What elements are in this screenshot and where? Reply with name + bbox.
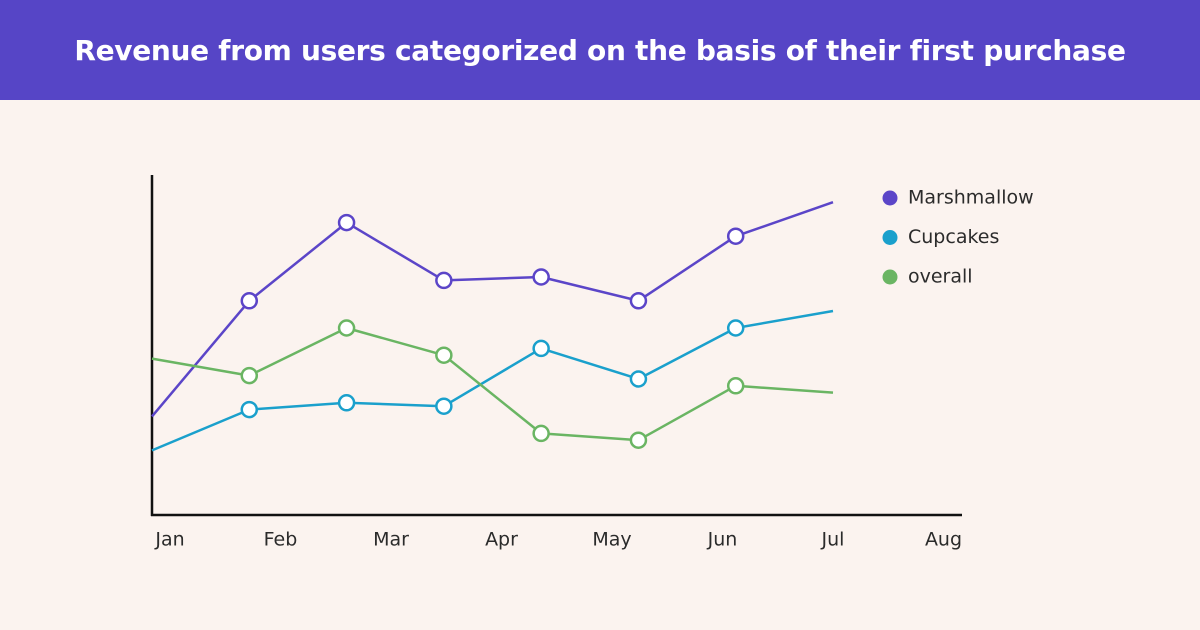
legend-swatch: [882, 230, 898, 245]
point-marker: [435, 271, 453, 290]
point-marker: [726, 227, 745, 245]
x-tick-label: Jan: [154, 529, 184, 551]
point-marker: [240, 366, 259, 385]
point-marker: [532, 268, 550, 286]
legend-swatch: [882, 269, 898, 285]
x-tick-label: Jun: [707, 529, 738, 551]
point-marker: [337, 213, 356, 232]
point-marker: [337, 319, 356, 337]
point-marker: [726, 319, 745, 337]
point-marker: [435, 346, 453, 364]
chart-title: Revenue from users categorized on the ba…: [74, 33, 1126, 67]
series-line: [151, 201, 834, 418]
point-marker: [532, 339, 550, 358]
point-marker: [337, 394, 356, 412]
legend-label: Cupcakes: [908, 226, 999, 248]
legend-swatch: [882, 190, 898, 206]
x-tick-label: Aug: [925, 529, 962, 551]
legend-label: overall: [908, 266, 973, 288]
point-marker: [240, 292, 259, 310]
chart: Jan Feb Mar Apr May Jun Jul Aug Marshmallow Cupca…: [150, 175, 1034, 551]
x-tick-label: Apr: [485, 529, 518, 551]
point-marker: [726, 377, 745, 395]
point-marker: [532, 424, 550, 443]
point-marker: [629, 431, 648, 449]
point-marker: [240, 400, 259, 419]
point-marker: [629, 292, 648, 310]
legend-label: Marshmallow: [908, 187, 1034, 209]
x-tick-label: Feb: [264, 529, 298, 551]
title-banner: Revenue from users categorized on the ba…: [0, 0, 1200, 100]
series-line: [151, 326, 834, 442]
point-marker: [435, 397, 453, 415]
x-tick-label: Jul: [821, 529, 845, 551]
point-marker: [629, 370, 648, 388]
x-tick-label: Mar: [373, 529, 409, 551]
x-tick-label: May: [592, 529, 631, 551]
series-line: [151, 309, 834, 452]
